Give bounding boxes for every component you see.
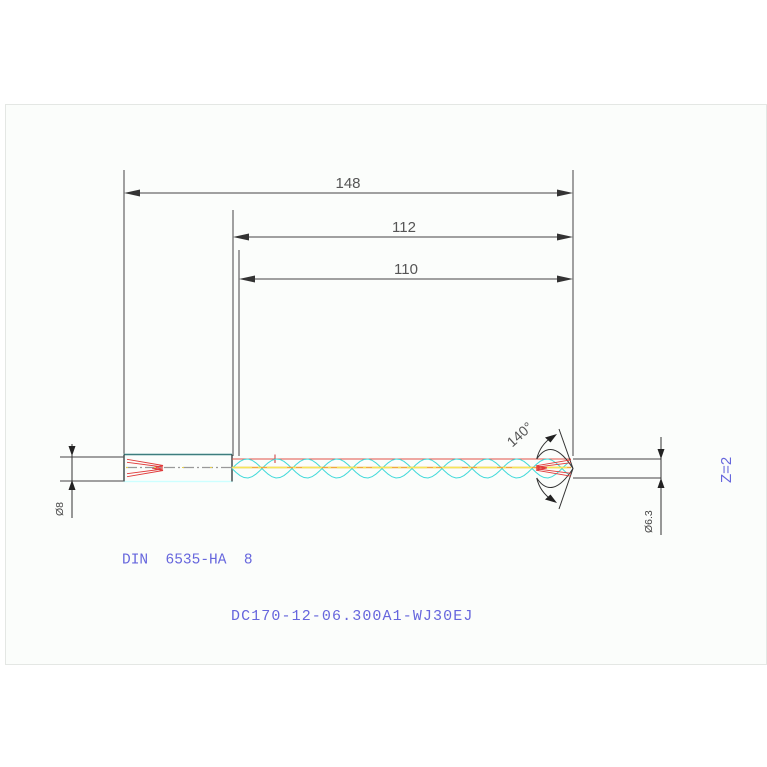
- svg-text:112: 112: [392, 219, 416, 236]
- svg-text:DIN 6535-HA 8: DIN 6535-HA 8: [122, 553, 253, 569]
- svg-text:140°: 140°: [504, 419, 536, 450]
- svg-text:148: 148: [335, 175, 360, 192]
- svg-text:Ø8: Ø8: [54, 502, 66, 516]
- svg-text:Ø6.3: Ø6.3: [643, 510, 655, 533]
- svg-text:DC170-12-06.300A1-WJ30EJ: DC170-12-06.300A1-WJ30EJ: [231, 608, 473, 625]
- svg-text:Z=2: Z=2: [718, 457, 735, 483]
- svg-text:110: 110: [394, 261, 418, 278]
